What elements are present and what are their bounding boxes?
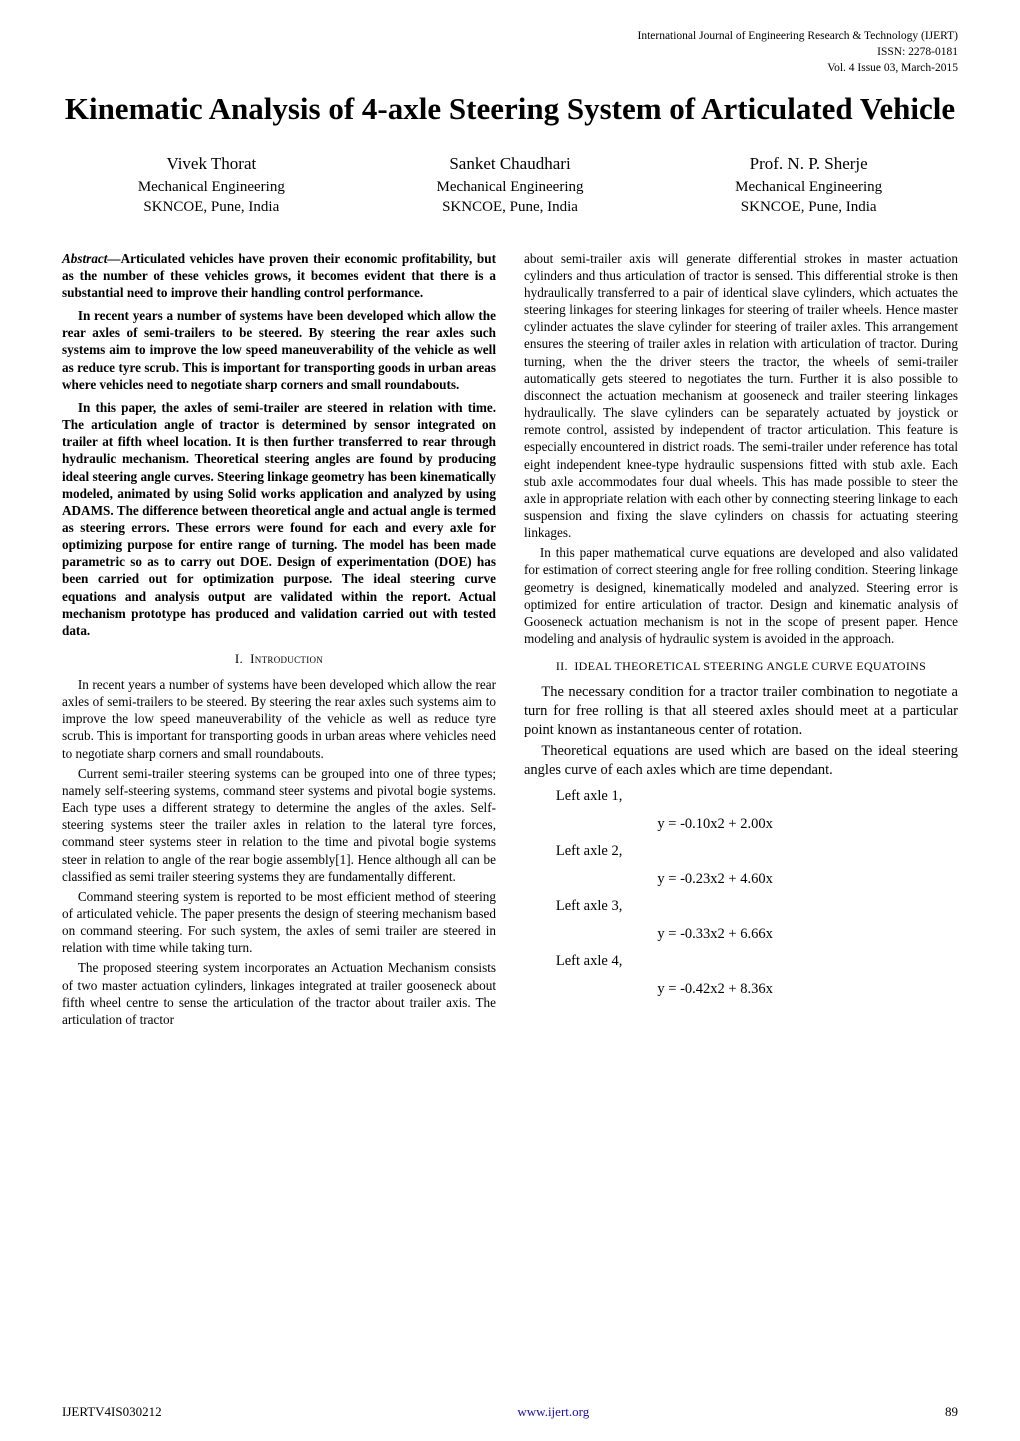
axle-1-eq: y = -0.10x2 + 2.00x — [657, 811, 958, 839]
sec1-p1: In recent years a number of systems have… — [62, 676, 496, 762]
body-columns: Abstract—Articulated vehicles have prove… — [62, 250, 958, 1028]
axle-equations: Left axle 1, y = -0.10x2 + 2.00x Left ax… — [556, 783, 958, 1003]
axle-3-eq: y = -0.33x2 + 6.66x — [657, 921, 958, 949]
axle-4-eq: y = -0.42x2 + 8.36x — [657, 976, 958, 1004]
abstract-p2: In recent years a number of systems have… — [62, 307, 496, 393]
axle-2-eq: y = -0.23x2 + 4.60x — [657, 866, 958, 894]
axle-3-label: Left axle 3, — [556, 893, 958, 921]
axle-2-label: Left axle 2, — [556, 838, 958, 866]
section-1-num: I. — [235, 651, 243, 666]
author-loc: SKNCOE, Pune, India — [361, 197, 660, 217]
author-loc: SKNCOE, Pune, India — [62, 197, 361, 217]
sec1-p2: Current semi-trailer steering systems ca… — [62, 765, 496, 885]
section-1-heading: I. Introduction — [62, 651, 496, 668]
page-footer: IJERTV4IS030212 www.ijert.org 89 — [62, 1404, 958, 1421]
abstract-label: Abstract— — [62, 251, 121, 266]
section-2-title: IDEAL THEORETICAL STEERING ANGLE CURVE E… — [574, 659, 926, 673]
sec2-p2: Theoretical equations are used which are… — [524, 742, 958, 780]
author-3: Prof. N. P. Sherje Mechanical Engineerin… — [659, 153, 958, 218]
author-affil: Mechanical Engineering — [361, 177, 660, 197]
section-2-num: II. — [556, 659, 568, 673]
sec1-p6: In this paper mathematical curve equatio… — [524, 544, 958, 647]
axle-4-label: Left axle 4, — [556, 948, 958, 976]
page-number: 89 — [945, 1404, 958, 1421]
author-affil: Mechanical Engineering — [659, 177, 958, 197]
author-loc: SKNCOE, Pune, India — [659, 197, 958, 217]
sec1-p3: Command steering system is reported to b… — [62, 888, 496, 957]
author-name: Prof. N. P. Sherje — [659, 153, 958, 175]
author-2: Sanket Chaudhari Mechanical Engineering … — [361, 153, 660, 218]
author-1: Vivek Thorat Mechanical Engineering SKNC… — [62, 153, 361, 218]
journal-url: www.ijert.org — [517, 1404, 589, 1421]
authors: Vivek Thorat Mechanical Engineering SKNC… — [62, 153, 958, 218]
journal-header: International Journal of Engineering Res… — [62, 28, 958, 76]
sec2-p1: The necessary condition for a tractor tr… — [524, 683, 958, 740]
issn: ISSN: 2278-0181 — [62, 44, 958, 60]
sec1-p5: about semi-trailer axis will generate di… — [524, 250, 958, 542]
abstract-p3: In this paper, the axles of semi-trailer… — [62, 399, 496, 639]
paper-title: Kinematic Analysis of 4-axle Steering Sy… — [62, 90, 958, 129]
sec1-p4: The proposed steering system incorporate… — [62, 959, 496, 1028]
section-2-body: The necessary condition for a tractor tr… — [524, 683, 958, 780]
journal-name: International Journal of Engineering Res… — [62, 28, 958, 44]
section-1-title: Introduction — [250, 651, 323, 666]
author-name: Sanket Chaudhari — [361, 153, 660, 175]
author-name: Vivek Thorat — [62, 153, 361, 175]
section-2-heading: II. IDEAL THEORETICAL STEERING ANGLE CUR… — [524, 659, 958, 675]
volume-issue: Vol. 4 Issue 03, March-2015 — [62, 60, 958, 76]
abstract: Abstract—Articulated vehicles have prove… — [62, 250, 496, 639]
abstract-p1: Articulated vehicles have proven their e… — [62, 251, 496, 300]
axle-1-label: Left axle 1, — [556, 783, 958, 811]
paper-id: IJERTV4IS030212 — [62, 1404, 162, 1421]
author-affil: Mechanical Engineering — [62, 177, 361, 197]
